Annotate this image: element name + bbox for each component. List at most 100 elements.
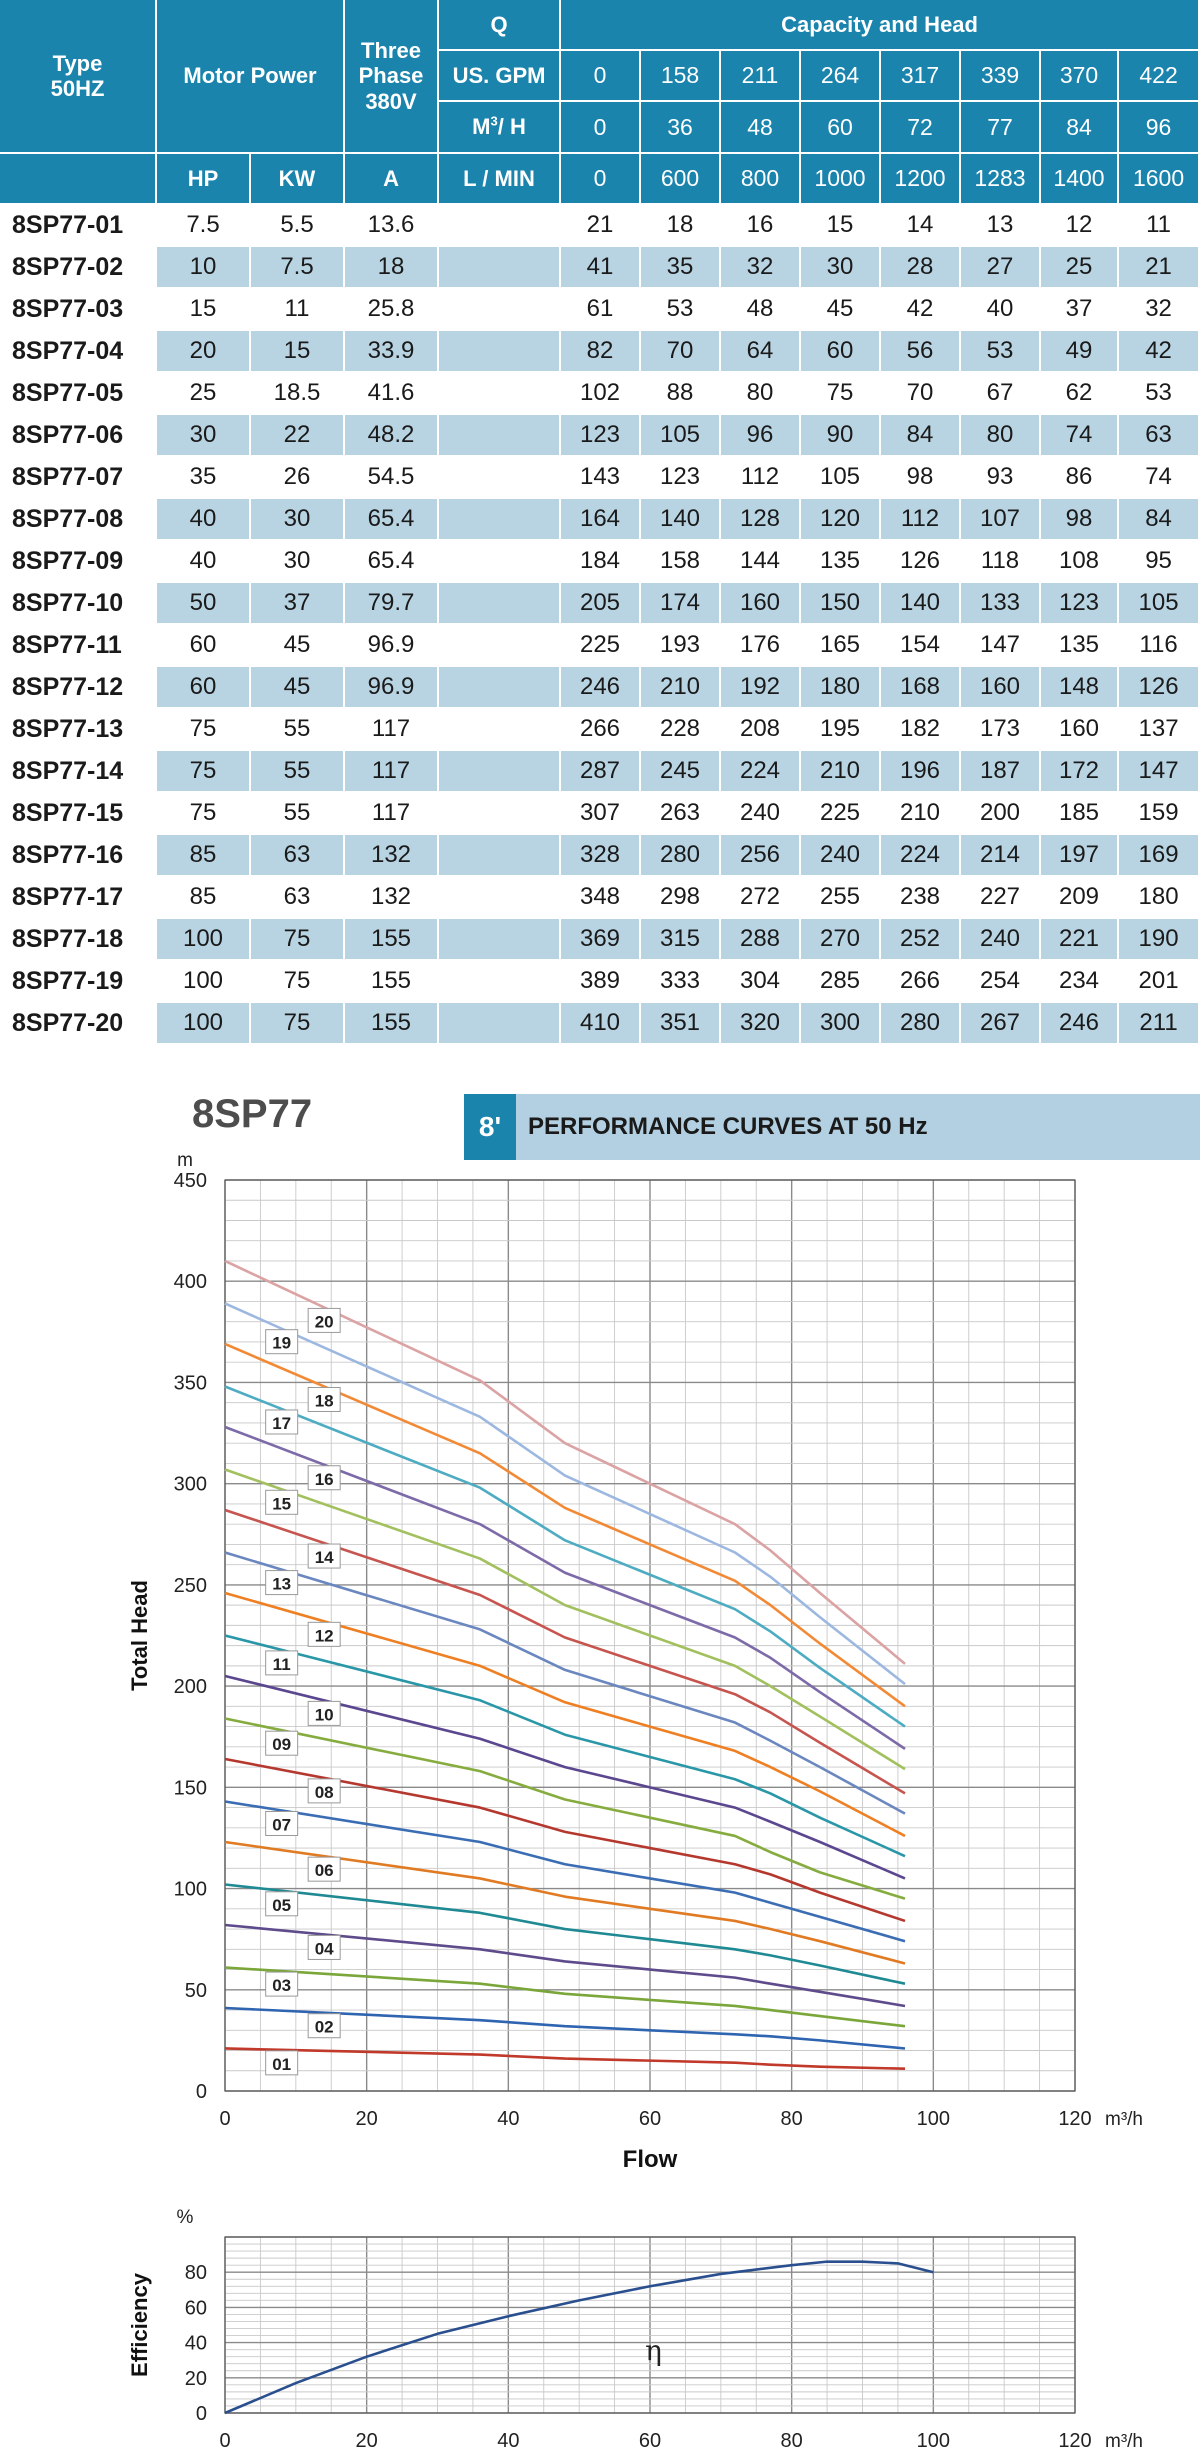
cell-amp: 132 [345, 835, 440, 877]
lmin-value-4: 1200 [881, 154, 962, 205]
cell-head: 252 [881, 919, 962, 961]
cell-model: 8SP77-20 [0, 1003, 157, 1045]
y-tick-label: 20 [185, 2368, 207, 2390]
cell-head: 160 [1041, 709, 1120, 751]
cell-amp: 54.5 [345, 457, 440, 499]
cell-head: 192 [721, 667, 802, 709]
cell-model: 8SP77-10 [0, 583, 157, 625]
banner-code: 8ʹ [464, 1094, 516, 1160]
cell-model: 8SP77-19 [0, 961, 157, 1003]
curve-label: 12 [315, 1626, 334, 1645]
cell-head: 200 [961, 793, 1042, 835]
cell-head: 95 [1119, 541, 1200, 583]
y-axis-label: Total Head [127, 1580, 152, 1691]
cell-head: 315 [641, 919, 722, 961]
y-tick-label: 0 [196, 2081, 207, 2103]
cell-model: 8SP77-12 [0, 667, 157, 709]
lmin-value-2: 800 [721, 154, 802, 205]
cell-head: 30 [801, 247, 882, 289]
head-curve-10 [224, 1674, 906, 1880]
cell-head: 53 [641, 289, 722, 331]
cell-head: 180 [801, 667, 882, 709]
cell-head: 25 [1041, 247, 1120, 289]
cell-model: 8SP77-08 [0, 499, 157, 541]
cell-head: 225 [561, 625, 642, 667]
cell-model: 8SP77-13 [0, 709, 157, 751]
cell-head: 174 [641, 583, 722, 625]
curve-label: 11 [273, 1655, 291, 1674]
curve-label-box [265, 1811, 299, 1837]
x-tick-label: 120 [1058, 2108, 1091, 2130]
curve-label: 06 [315, 1861, 334, 1880]
cell-empty [439, 289, 562, 331]
cell-hp: 100 [157, 961, 251, 1003]
cell-head: 280 [641, 835, 722, 877]
cell-amp: 117 [345, 793, 440, 835]
capacity-head-header: Capacity and Head [561, 0, 1200, 51]
cell-head: 240 [721, 793, 802, 835]
x-tick-label: 20 [356, 2108, 378, 2130]
cell-amp: 18 [345, 247, 440, 289]
curve-label-box [307, 1307, 341, 1333]
cell-empty [439, 709, 562, 751]
cell-head: 300 [801, 1003, 882, 1045]
table-row: 8SP77-06 30 22 48.2 123 105 96 90 84 80 74 63 [0, 415, 1200, 457]
cell-head: 185 [1041, 793, 1120, 835]
y-axis-label: Efficiency [127, 2272, 152, 2377]
y-tick-label: 400 [174, 1271, 207, 1293]
cell-head: 123 [561, 415, 642, 457]
curve-label: 08 [315, 1783, 334, 1802]
cell-head: 285 [801, 961, 882, 1003]
cell-hp: 85 [157, 835, 251, 877]
lmin-value-1: 600 [641, 154, 722, 205]
cell-head: 12 [1041, 205, 1120, 247]
table-row: 8SP77-02 10 7.5 18 41 35 32 30 28 27 25 21 [0, 247, 1200, 289]
cell-kw: 37 [251, 583, 346, 625]
cell-head: 389 [561, 961, 642, 1003]
x-axis-label: Flow [623, 2146, 678, 2173]
cell-amp: 65.4 [345, 499, 440, 541]
cell-head: 224 [721, 751, 802, 793]
cell-amp: 155 [345, 961, 440, 1003]
performance-table: Type 50HZ Motor Power Three Phase 380V Q Ca… [0, 0, 1200, 1045]
cell-head: 42 [881, 289, 962, 331]
cell-head: 184 [561, 541, 642, 583]
head-curve-16 [224, 1425, 906, 1750]
table-row: 8SP77-17 85 63 132 348 298 272 255 238 227 209 180 [0, 877, 1200, 919]
cell-empty [439, 667, 562, 709]
usgpm-value-6: 370 [1041, 51, 1120, 102]
x-unit-label: m³/h [1105, 2109, 1143, 2130]
cell-head: 266 [561, 709, 642, 751]
curve-label: 09 [272, 1735, 291, 1754]
cell-hp: 50 [157, 583, 251, 625]
cell-hp: 100 [157, 919, 251, 961]
banner-title: PERFORMANCE CURVES AT 50 Hz [528, 1113, 928, 1140]
cell-head: 64 [721, 331, 802, 373]
table-row: 8SP77-16 85 63 132 328 280 256 240 224 214 197 169 [0, 835, 1200, 877]
cell-model: 8SP77-09 [0, 541, 157, 583]
x-tick-label: 80 [781, 2430, 803, 2452]
lmin-value-5: 1283 [961, 154, 1042, 205]
cell-model: 8SP77-18 [0, 919, 157, 961]
curve-label-box [265, 1891, 299, 1917]
head-curve-11 [224, 1634, 906, 1858]
cell-kw: 11 [251, 289, 346, 331]
head-curve-02 [224, 2006, 906, 2050]
head-curve-12 [224, 1591, 906, 1838]
cell-head: 348 [561, 877, 642, 919]
curve-label-box [265, 1329, 299, 1355]
cell-kw: 18.5 [251, 373, 346, 415]
m3h-value-4: 72 [881, 102, 962, 154]
y-tick-label: 100 [174, 1879, 207, 1901]
head-curve-04 [224, 1923, 906, 2008]
cell-head: 63 [1119, 415, 1200, 457]
cell-head: 148 [1041, 667, 1120, 709]
cell-hp: 40 [157, 541, 251, 583]
cell-kw: 75 [251, 1003, 346, 1045]
amp-header: A [345, 154, 440, 205]
usgpm-value-0: 0 [561, 51, 642, 102]
cell-hp: 100 [157, 1003, 251, 1045]
cell-amp: 132 [345, 877, 440, 919]
curve-label: 07 [272, 1816, 291, 1835]
usgpm-value-3: 264 [801, 51, 882, 102]
